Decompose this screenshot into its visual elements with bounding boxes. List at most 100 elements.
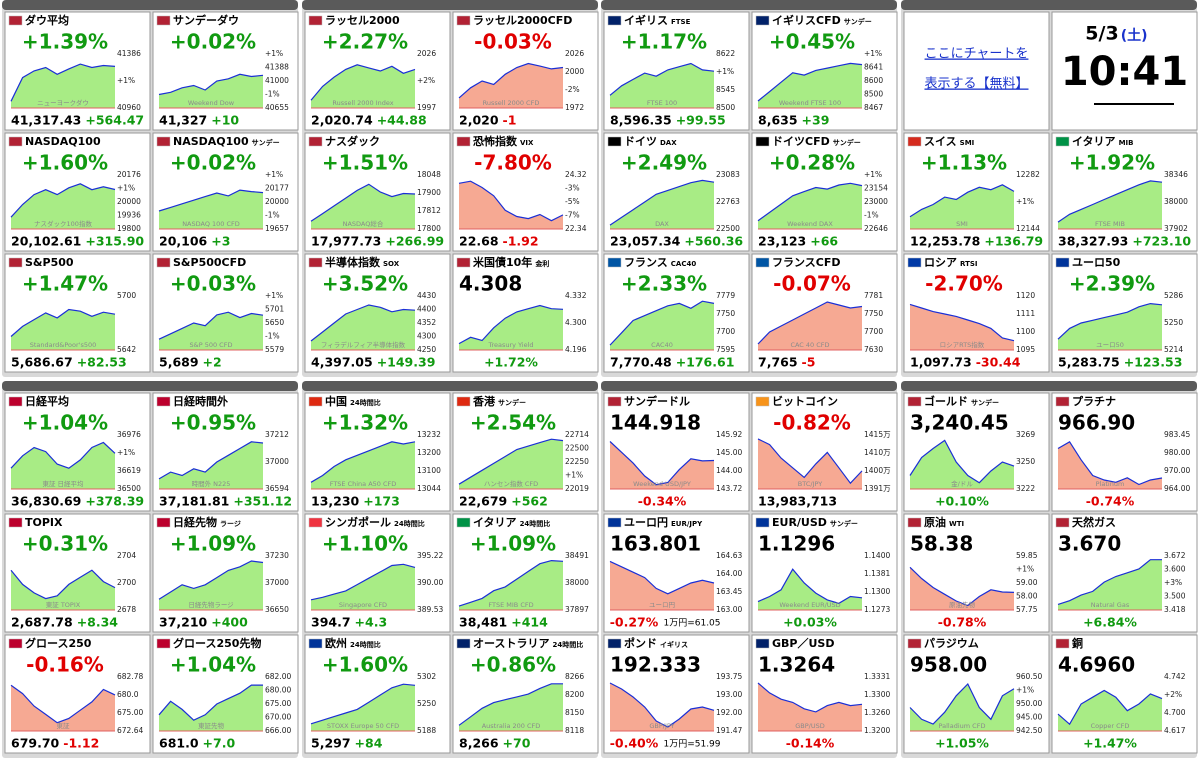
tile[interactable]: オーストラリア 24時間比 +0.86% Australia 200 CFD 8266 8…	[452, 634, 599, 754]
tile[interactable]: 欧州 24時間比 +1.60% STOXX Europe 50 CFD 5302 5250…	[304, 634, 451, 754]
tile-title: グロース250先物	[173, 636, 261, 650]
tile[interactable]: ラッセル2000 +2.27% Russell 2000 Index 2026 +2% 1…	[304, 11, 451, 131]
tile-frame	[1051, 11, 1198, 131]
diff: +315.90	[85, 234, 144, 249]
tile-title: プラチナ	[1072, 394, 1116, 408]
tile[interactable]: ユーロ円 EUR/JPY163.801ユーロ円164.63164.00163.45…	[603, 513, 750, 633]
price-line	[310, 304, 416, 342]
tile-title: ゴールド	[924, 394, 968, 408]
axis-label: +1%	[1016, 686, 1034, 695]
tile[interactable]: 原油 WTI 58.38 原油先物 59.85 +1% 59.00 58.00 57.75 -0.…	[903, 513, 1050, 633]
axis-label: 13100	[417, 466, 441, 475]
tile[interactable]: イギリス FTSE +1.17% FTSE 100 8622 +1% 8545 8500 8,5…	[603, 11, 750, 131]
watermark: 日経先物ラージ	[188, 600, 234, 609]
area	[1058, 690, 1162, 731]
tile[interactable]: グロース250 -0.16% 東証 682.78 680.0 675.00 672.64 67…	[4, 634, 151, 754]
tile[interactable]: TOPIX +0.31% 東証 TOPIX 2704 2700 2678 2,687.78 +…	[4, 513, 151, 633]
tile[interactable]: サンデーダウ +0.02% Weekend Dow +1% 41388 41000 -1% 4…	[152, 11, 299, 131]
tile[interactable]: S&P500CFD +0.03% S&P 500 CFD +1% 5701 5650 -1%…	[152, 253, 299, 373]
diff: -1.12	[63, 736, 99, 751]
axis-label: 8641	[864, 63, 883, 72]
tile-head: 3.670	[1058, 532, 1121, 556]
axis-label: 672.64	[117, 726, 143, 735]
promo-link[interactable]: 表示する【無料】	[924, 77, 1028, 92]
tile[interactable]: ナスダック +1.51% NASDAQ総合 18048 17900 17812 17800 1…	[304, 132, 451, 252]
tile[interactable]: シンガポール 24時間比 +1.10% Singapore CFD 395.22 390.…	[304, 513, 451, 633]
price: 38,481	[459, 615, 507, 630]
promo-link[interactable]: ここにチャートを	[925, 47, 1029, 62]
tile[interactable]: グロース250先物 +1.04% 東証先物 682.00 680.00 675.00 670…	[152, 634, 299, 754]
tile[interactable]: 恐怖指数 VIX -7.80% 24.32 -3% -5% -7% 22.34 22.68 -1.…	[452, 132, 599, 252]
tile-head: +2.39%	[1069, 272, 1155, 296]
tile[interactable]: サンデードル 144.918 Weekend USD/JPY 145.92 145.00…	[603, 392, 750, 512]
tile[interactable]: パラジウム 958.00 Palladium CFD 960.50 +1% 950.00 9…	[903, 634, 1050, 754]
tile[interactable]: ポンド イギリス 192.333 GBP/JPY 193.75 193.00 192.00 1…	[603, 634, 750, 754]
tile[interactable]: 天然ガス 3.670 Natural Gas 3.672 3.600 +3% 3.500 3.…	[1051, 513, 1198, 633]
tile-subtitle: EUR/JPY	[671, 520, 703, 528]
area	[1058, 180, 1162, 229]
tile-title: 日経先物	[173, 515, 217, 529]
axis-label: 7779	[716, 291, 735, 300]
axis-label: 143.72	[716, 484, 742, 493]
watermark: ニューヨークダウ	[37, 98, 89, 107]
tile-subtitle: 24時間比	[350, 398, 381, 407]
tile[interactable]: S&P500 +1.47% Standard&Poor's500 5700 5642 5,…	[4, 253, 151, 373]
tile[interactable]: EUR/USD サンデー 1.1296 Weekend EUR/USD 1.1400 1.…	[751, 513, 898, 633]
tile[interactable]: GBP／USD 1.3264 GBP/USD 1.3331 1.3300 1.3260 1.…	[751, 634, 898, 754]
tile[interactable]: ラッセル2000CFD -0.03% Russell 2000 CFD 2026 200…	[452, 11, 599, 131]
watermark: Australia 200 CFD	[482, 722, 541, 730]
tile[interactable]: ドイツCFD サンデー +0.28% Weekend DAX +1% 23154 23000…	[751, 132, 898, 252]
change: +1.05%	[935, 736, 989, 751]
tile[interactable]: フランスCFD -0.07% CAC 40 CFD 7781 7750 7700 7630 7…	[751, 253, 898, 373]
tile[interactable]: イタリア MIB +1.92% FTSE MIB 38346 38000 37902 38,3…	[1051, 132, 1198, 252]
tile-head: 958.00	[910, 653, 987, 677]
tile[interactable]: フランス CAC40+2.33%CAC4077797750770075957,77…	[603, 253, 750, 373]
tile[interactable]: ユーロ50 +2.39% ユーロ50 5286 5250 5214 5,283.75 +123…	[1051, 253, 1198, 373]
watermark: GBP/JPY	[649, 722, 674, 730]
watermark: 原油先物	[949, 600, 976, 609]
tile-title: スイス	[924, 135, 957, 148]
axis-label: 13044	[417, 484, 441, 493]
axis-label: 57.75	[1016, 605, 1038, 614]
watermark: FTSE MIB CFD	[488, 601, 533, 609]
tile[interactable]: 日経先物 ラージ +1.09% 日経先物ラージ 37230 37000 36650 37,21…	[152, 513, 299, 633]
tile[interactable]: NASDAQ100 +1.60% ナスダック100指数 20176 +1% 20000 19…	[4, 132, 151, 252]
tile[interactable]: イタリア 24時間比 +1.09% FTSE MIB CFD 38491 38000 378…	[452, 513, 599, 633]
axis-label: +2%	[1164, 690, 1182, 699]
tile[interactable]: 香港 サンデー +2.54% ハンセン指数 CFD 22714 22500 22250 +1%…	[452, 392, 599, 512]
tile[interactable]: ダウ平均 +1.39% ニューヨークダウ 41386 +1% 40960 41,317.43…	[4, 11, 151, 131]
tile-subtitle: 24時間比	[520, 519, 551, 528]
price: 5,689	[159, 355, 199, 370]
watermark: ユーロ円	[649, 601, 675, 609]
flag	[456, 638, 471, 649]
tile[interactable]: NASDAQ100 サンデー +0.02% NASDAQ 100 CFD +1% 2017…	[152, 132, 299, 252]
tile[interactable]: 日経平均 +1.04% 東証 日経平均 36976 +1% 36619 36500 36,83…	[4, 392, 151, 512]
price-line	[158, 311, 264, 340]
tile[interactable]: 中国 24時間比 +1.32% FTSE China A50 CFD 13232 1320…	[304, 392, 451, 512]
price-line	[757, 568, 863, 604]
axis-label: 22.34	[565, 224, 587, 233]
tile-title: 半導体指数	[325, 255, 381, 269]
price: 37,181.81	[159, 494, 229, 509]
tile[interactable]: イギリスCFD サンデー +0.45% Weekend FTSE 100 +1% 8641…	[751, 11, 898, 131]
tile[interactable]: ゴールド サンデー 3,240.45 金/ドル 3269 3250 3222 +0.10%	[903, 392, 1050, 512]
diff: +400	[211, 615, 248, 630]
price-line	[310, 441, 416, 483]
tile-title: 日経時間外	[173, 394, 228, 408]
tile[interactable]: プラチナ 966.90 Platinum 983.45 980.00 970.00 964.…	[1051, 392, 1198, 512]
tile[interactable]: 銅 4.6960 Copper CFD 4.742 +2% 4.700 4.617 +1.47…	[1051, 634, 1198, 754]
axis-label: 682.00	[265, 672, 291, 681]
tile[interactable]: 半導体指数 SOX +3.52% フィラデルフィア半導体指数 4430 4400 4352 4…	[304, 253, 451, 373]
tile[interactable]: ロシア RTSI -2.70% ロシアRTS指数 1120 1111 1100 1095 1,0…	[903, 253, 1050, 373]
flag	[156, 257, 171, 268]
axis-label: 8500	[864, 90, 883, 99]
price: 7,765	[758, 355, 798, 370]
tile[interactable]: 米国債10年 金利 4.308 Treasury Yield 4.332 4.300 4.1…	[452, 253, 599, 373]
area	[11, 685, 115, 731]
tile[interactable]: 日経時間外 +0.95% 時間外 N225 37212 37000 36594 37,181…	[152, 392, 299, 512]
tile[interactable]: ビットコイン -0.82% BTC/JPY 1415万 1410万 1400万 1391万 1…	[751, 392, 898, 512]
area	[459, 63, 563, 108]
